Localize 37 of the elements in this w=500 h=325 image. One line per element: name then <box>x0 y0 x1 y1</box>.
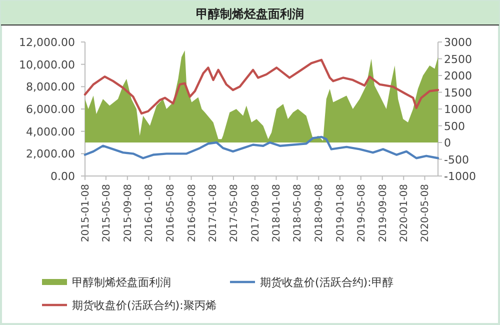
x-tick-label: 2020-01-08 <box>399 184 410 242</box>
x-tick-label: 2017-09-08 <box>250 184 262 242</box>
y2-tick-label: 3000 <box>444 36 472 49</box>
y-tick-label: 0.00 <box>50 170 75 183</box>
legend-label: 期货收盘价(活跃合约):甲醇 <box>260 276 394 289</box>
y-tick-label: 10,000.00 <box>19 58 75 72</box>
x-tick-label: 2016-05-08 <box>165 184 176 242</box>
legend-label: 甲醇制烯烃盘面利润 <box>72 276 171 289</box>
y2-tick-label: 2500 <box>444 52 472 66</box>
x-tick-label: 2017-05-08 <box>228 184 240 242</box>
x-tick-label: 2017-01-08 <box>208 184 220 242</box>
x-tick-label: 2016-01-08 <box>144 184 156 242</box>
y2-tick-label: 2000 <box>444 70 472 82</box>
x-tick-label: 2019-09-08 <box>378 184 389 242</box>
x-tick-label: 2015-09-08 <box>122 184 134 242</box>
y2-tick-label: 0 <box>444 136 451 150</box>
y2-tick-label: 1500 <box>444 86 472 100</box>
legend-label: 期货收盘价(活跃合约):聚丙烯 <box>72 299 216 312</box>
x-tick-label: 2018-05-08 <box>292 184 304 242</box>
x-tick-label: 2015-05-08 <box>101 184 112 242</box>
x-tick-label: 2018-09-08 <box>314 184 326 242</box>
y-tick-label: 4,000.00 <box>26 125 75 138</box>
y-tick-label: 2,000.00 <box>26 148 75 161</box>
y-tick-label: 8,000.00 <box>26 80 75 94</box>
y2-tick-label: -500 <box>444 153 469 166</box>
y2-tick-label: -1000 <box>444 170 476 183</box>
x-tick-label: 2020-05-08 <box>420 184 432 242</box>
y2-tick-label: 500 <box>444 120 465 133</box>
x-tick-label: 2019-05-08 <box>356 184 368 242</box>
y2-tick-label: 1000 <box>444 103 472 116</box>
chart-title: 甲醇制烯烃盘面利润 <box>196 7 304 21</box>
x-tick-label: 2015-01-08 <box>80 184 92 242</box>
y-tick-label: 6,000.00 <box>26 103 75 116</box>
x-tick-label: 2018-01-08 <box>272 184 283 242</box>
x-tick-label: 2019-01-08 <box>335 184 346 242</box>
x-tick-label: 2016-09-08 <box>186 184 198 242</box>
y-tick-label: 12,000.00 <box>19 36 75 49</box>
